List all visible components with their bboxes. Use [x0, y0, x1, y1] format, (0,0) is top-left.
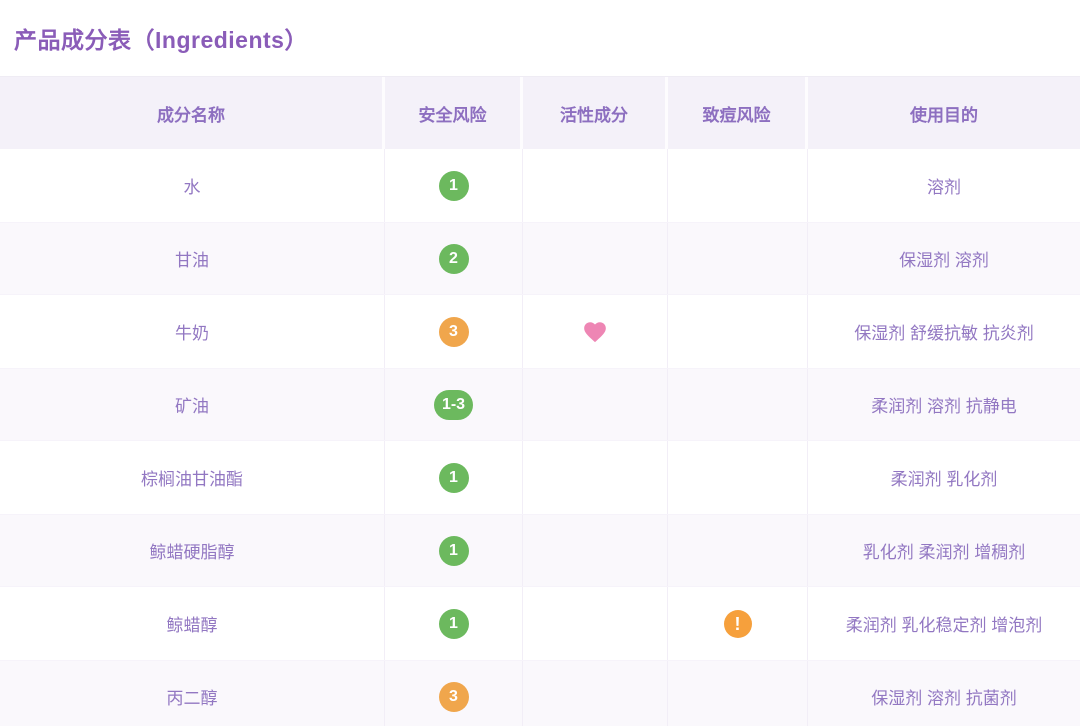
table-header-row: 成分名称 安全风险 活性成分 致痘风险 使用目的: [0, 76, 1080, 149]
safety-risk-badge: 1: [438, 608, 469, 639]
ingredient-name: 棕榈油甘油酯: [141, 470, 243, 489]
ingredient-name: 甘油: [175, 251, 209, 270]
title-bar: 产品成分表（Ingredients）: [0, 0, 1080, 76]
table-row: 矿油 1-3 柔润剂 溶剂 抗静电: [0, 368, 1080, 441]
heart-icon: [581, 319, 609, 345]
table-row: 棕榈油甘油酯 1 柔润剂 乳化剂: [0, 441, 1080, 514]
cell-acne-risk: [668, 149, 808, 222]
cell-active-ingredient: [523, 661, 668, 726]
cell-safety-risk: 3: [385, 661, 523, 726]
header-label-safety: 安全风险: [418, 105, 487, 125]
table-row: 鲸蜡硬脂醇 1 乳化剂 柔润剂 增稠剂: [0, 514, 1080, 587]
cell-purpose: 柔润剂 乳化剂: [808, 441, 1080, 514]
cell-ingredient-name: 丙二醇: [0, 661, 385, 726]
cell-acne-risk: [668, 295, 808, 368]
cell-ingredient-name: 水: [0, 149, 385, 222]
page-title: 产品成分表（Ingredients）: [14, 27, 308, 53]
cell-ingredient-name: 鲸蜡硬脂醇: [0, 515, 385, 586]
cell-ingredient-name: 牛奶: [0, 295, 385, 368]
ingredient-name: 水: [183, 178, 201, 197]
table-body: 水 1 溶剂甘油 2 保湿剂 溶剂牛奶 3 保湿剂 舒缓抗敏 抗炎剂矿油 1-3 柔润剂 溶剂 …: [0, 149, 1080, 726]
cell-safety-risk: 1: [385, 149, 523, 222]
header-cell-active: 活性成分: [523, 77, 668, 149]
cell-acne-risk: !: [668, 587, 808, 660]
safety-risk-badge: 1: [438, 462, 469, 493]
header-cell-acne: 致痘风险: [668, 77, 808, 149]
cell-active-ingredient: [523, 369, 668, 440]
safety-risk-badge: 1-3: [433, 389, 474, 420]
cell-active-ingredient: [523, 515, 668, 586]
cell-purpose: 保湿剂 溶剂 抗菌剂: [808, 661, 1080, 726]
ingredients-table: 成分名称 安全风险 活性成分 致痘风险 使用目的 水 1 溶剂甘油 2 保湿剂 溶剂牛奶…: [0, 76, 1080, 726]
purpose-text: 保湿剂 舒缓抗敏 抗炎剂: [854, 324, 1034, 343]
purpose-text: 保湿剂 溶剂: [899, 251, 989, 270]
cell-ingredient-name: 矿油: [0, 369, 385, 440]
ingredient-name: 鲸蜡硬脂醇: [149, 543, 235, 562]
cell-purpose: 保湿剂 舒缓抗敏 抗炎剂: [808, 295, 1080, 368]
warning-icon: !: [723, 609, 752, 638]
safety-risk-badge: 1: [438, 535, 469, 566]
purpose-text: 柔润剂 溶剂 抗静电: [871, 397, 1017, 416]
header-cell-safety: 安全风险: [385, 77, 523, 149]
cell-acne-risk: [668, 441, 808, 514]
table-row: 鲸蜡醇 1! 柔润剂 乳化稳定剂 增泡剂: [0, 587, 1080, 660]
purpose-text: 乳化剂 柔润剂 增稠剂: [862, 543, 1026, 562]
purpose-text: 溶剂: [927, 178, 961, 197]
cell-active-ingredient: [523, 441, 668, 514]
header-cell-purpose: 使用目的: [808, 77, 1080, 149]
cell-acne-risk: [668, 515, 808, 586]
cell-purpose: 溶剂: [808, 149, 1080, 222]
header-label-active: 活性成分: [560, 105, 628, 125]
table-row: 甘油 2 保湿剂 溶剂: [0, 222, 1080, 295]
safety-risk-badge: 3: [438, 316, 469, 347]
cell-ingredient-name: 鲸蜡醇: [0, 587, 385, 660]
table-row: 牛奶 3 保湿剂 舒缓抗敏 抗炎剂: [0, 295, 1080, 368]
header-label-name: 成分名称: [157, 105, 225, 125]
cell-acne-risk: [668, 223, 808, 294]
ingredient-name: 鲸蜡醇: [166, 616, 218, 635]
cell-purpose: 柔润剂 溶剂 抗静电: [808, 369, 1080, 440]
cell-acne-risk: [668, 369, 808, 440]
header-label-acne: 致痘风险: [702, 105, 771, 125]
cell-purpose: 柔润剂 乳化稳定剂 增泡剂: [808, 587, 1080, 660]
cell-safety-risk: 1: [385, 587, 523, 660]
safety-risk-badge: 2: [438, 243, 469, 274]
cell-safety-risk: 1-3: [385, 369, 523, 440]
cell-acne-risk: [668, 661, 808, 726]
cell-purpose: 保湿剂 溶剂: [808, 223, 1080, 294]
cell-active-ingredient: [523, 223, 668, 294]
ingredient-name: 矿油: [175, 397, 209, 416]
cell-safety-risk: 1: [385, 441, 523, 514]
safety-risk-badge: 1: [438, 170, 469, 201]
cell-safety-risk: 1: [385, 515, 523, 586]
cell-purpose: 乳化剂 柔润剂 增稠剂: [808, 515, 1080, 586]
cell-active-ingredient: [523, 149, 668, 222]
ingredient-name: 丙二醇: [166, 689, 218, 708]
header-label-purpose: 使用目的: [910, 105, 978, 125]
purpose-text: 柔润剂 乳化剂: [890, 470, 998, 489]
cell-ingredient-name: 甘油: [0, 223, 385, 294]
purpose-text: 保湿剂 溶剂 抗菌剂: [871, 689, 1017, 708]
cell-safety-risk: 2: [385, 223, 523, 294]
purpose-text: 柔润剂 乳化稳定剂 增泡剂: [845, 616, 1043, 635]
ingredient-name: 牛奶: [175, 324, 209, 343]
cell-ingredient-name: 棕榈油甘油酯: [0, 441, 385, 514]
header-cell-name: 成分名称: [0, 77, 385, 149]
cell-active-ingredient: [523, 295, 668, 368]
table-row: 水 1 溶剂: [0, 149, 1080, 222]
table-row: 丙二醇 3 保湿剂 溶剂 抗菌剂: [0, 660, 1080, 726]
safety-risk-badge: 3: [438, 681, 469, 712]
cell-safety-risk: 3: [385, 295, 523, 368]
cell-active-ingredient: [523, 587, 668, 660]
